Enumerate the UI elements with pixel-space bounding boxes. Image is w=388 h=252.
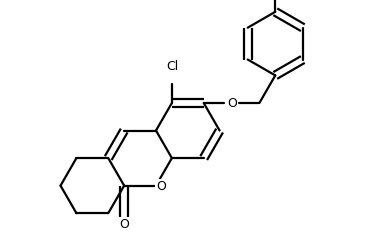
Text: Cl: Cl (166, 60, 178, 73)
Text: O: O (156, 179, 166, 192)
Text: O: O (227, 97, 237, 110)
Text: O: O (119, 217, 129, 231)
